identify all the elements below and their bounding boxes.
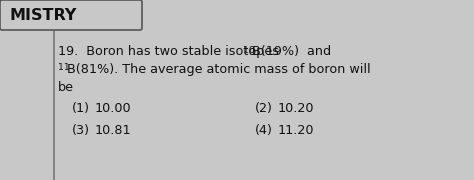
Text: 11.20: 11.20 bbox=[278, 124, 315, 137]
Text: MISTRY: MISTRY bbox=[10, 8, 77, 22]
Text: 10.20: 10.20 bbox=[278, 102, 315, 115]
Text: (4): (4) bbox=[255, 124, 273, 137]
Text: 19.  Boron has two stable isotopes: 19. Boron has two stable isotopes bbox=[58, 45, 283, 58]
Text: (3): (3) bbox=[72, 124, 90, 137]
FancyBboxPatch shape bbox=[0, 0, 142, 30]
Text: 10.81: 10.81 bbox=[95, 124, 132, 137]
Text: 11: 11 bbox=[58, 63, 70, 72]
Text: (2): (2) bbox=[255, 102, 273, 115]
Text: B(81%). The average atomic mass of boron will: B(81%). The average atomic mass of boron… bbox=[67, 63, 371, 76]
Text: 10: 10 bbox=[243, 46, 255, 55]
Text: B(19%)  and: B(19%) and bbox=[252, 45, 331, 58]
Text: be: be bbox=[58, 81, 74, 94]
Text: (1): (1) bbox=[72, 102, 90, 115]
Text: 10.00: 10.00 bbox=[95, 102, 132, 115]
